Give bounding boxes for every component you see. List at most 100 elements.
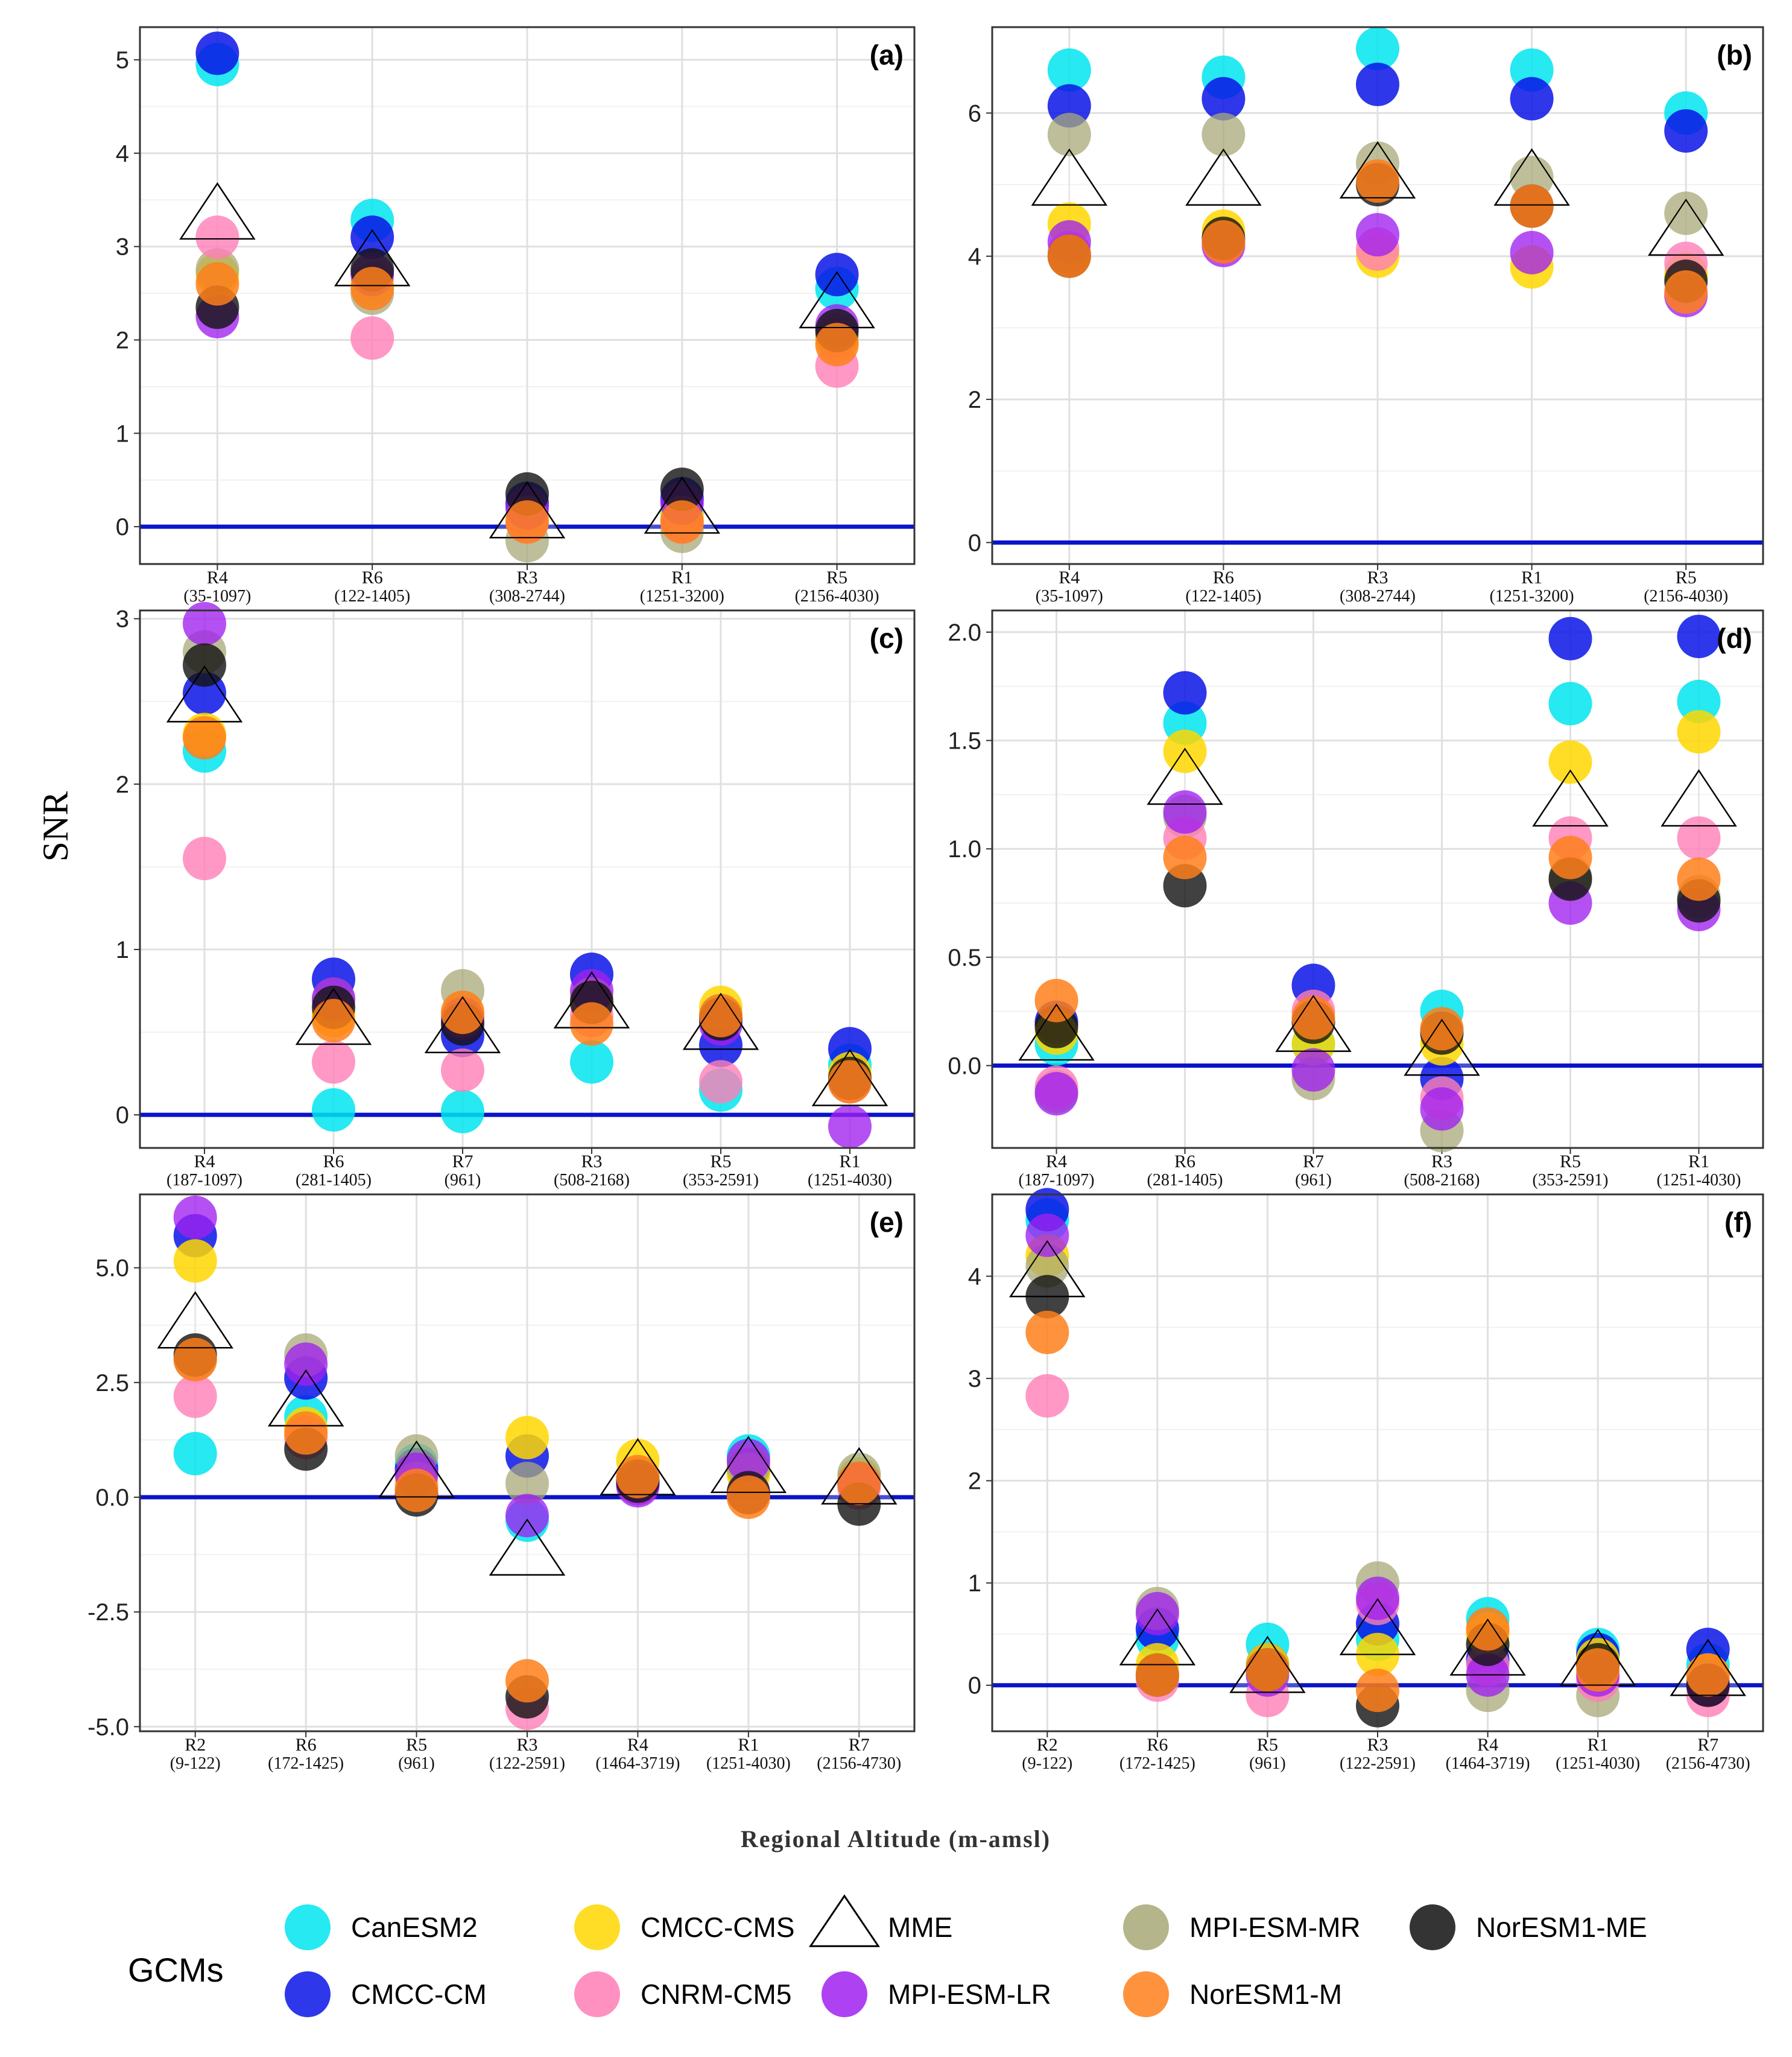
y-tick-label: 3 <box>116 606 129 633</box>
panel-b: 0 2 4 6 R4(35-1097) R6(122-1405) R3(308-2744) R… <box>968 26 1764 606</box>
mme-triangle-outline <box>1560 1629 1636 1686</box>
panels: 012345R4(35-1097)R6(122-1405)R3(308-2744… <box>87 26 1764 1773</box>
legend-item-mpi-esm-mr: MPI-ESM-MR <box>1123 1904 1361 1950</box>
legend-triangle-icon <box>809 1894 880 1947</box>
panel-border <box>991 26 1764 565</box>
point-mpi-esm-lr <box>1291 1048 1335 1092</box>
legend-label: NorESM1-ME <box>1476 1912 1647 1943</box>
point-canesm2 <box>1677 679 1721 723</box>
y-tick-label: -2.5 <box>87 1599 129 1626</box>
point-mpi-esm-mr <box>1047 113 1091 156</box>
y-axis-title: SNR <box>36 791 75 862</box>
y-tick-label: 3 <box>116 234 129 261</box>
legend-item-canesm2: CanESM2 <box>285 1904 478 1950</box>
x-tick-label-range: (2156-4030) <box>1644 587 1728 606</box>
point-mpi-esm-lr <box>505 1494 549 1538</box>
mme-triangle-outline <box>600 1438 676 1495</box>
mme-triangle-outline <box>554 971 630 1028</box>
y-tick-label: 1 <box>116 420 129 447</box>
point-cmcc-cm <box>1163 671 1207 715</box>
mme-triangle-outline <box>1404 1018 1480 1076</box>
y-tick-label: 4 <box>116 141 129 167</box>
point-cmcc-cms <box>505 1416 549 1460</box>
y-tick-label: 1.5 <box>948 728 981 755</box>
mme-triangle-outline <box>425 996 501 1053</box>
point-noresm1-m <box>699 994 742 1038</box>
x-tick-label-region: R3 <box>1367 568 1388 588</box>
point-noresm1-m <box>1291 996 1335 1040</box>
x-tick-label-range: (172-1425) <box>1119 1754 1195 1773</box>
point-mpi-esm-lr <box>828 1105 872 1149</box>
panel-label: (c) <box>870 623 904 654</box>
x-tick-label-range: (122-2591) <box>489 1754 565 1773</box>
y-tick-label: 0 <box>116 514 129 540</box>
point-mpi-esm-mr <box>1025 1244 1069 1288</box>
y-tick-label: 0 <box>116 1102 129 1129</box>
x-tick-label-region: R7 <box>1697 1735 1718 1755</box>
x-tick-label-region: R1 <box>1521 568 1542 588</box>
x-tick-label-range: (1464-3719) <box>595 1754 680 1773</box>
point-cnrm-cm5 <box>312 1040 355 1084</box>
legend-label: MPI-ESM-LR <box>888 1979 1051 2010</box>
point-canesm2 <box>1356 27 1399 71</box>
point-noresm1-m <box>173 1337 217 1381</box>
x-tick-label-region: R3 <box>581 1152 602 1171</box>
point-mpi-esm-lr <box>1420 1087 1464 1131</box>
x-tick-label-region: R7 <box>1303 1152 1324 1171</box>
point-noresm1-m <box>660 500 704 544</box>
x-tick-label-range: (122-1405) <box>334 587 410 606</box>
y-tick-label: 1 <box>968 1570 981 1597</box>
x-tick-label-region: R6 <box>323 1152 344 1171</box>
point-noresm1-m <box>441 990 484 1035</box>
point-mpi-esm-mr <box>1664 191 1708 235</box>
point-mpi-esm-lr <box>1356 213 1399 257</box>
mme-triangle-outline <box>1119 1608 1195 1666</box>
legend-item-noresm1-me: NorESM1-ME <box>1410 1904 1647 1950</box>
point-mpi-esm-mr <box>1202 113 1246 156</box>
legend-label: NorESM1-M <box>1189 1979 1342 2010</box>
point-noresm1-me <box>660 468 704 512</box>
panel-border <box>139 26 916 565</box>
x-tick-label-region: R6 <box>1213 568 1234 588</box>
point-noresm1-m <box>1034 978 1078 1022</box>
mme-triangle-outline <box>1147 747 1223 805</box>
y-tick-label: 6 <box>968 100 981 127</box>
x-tick-label-region: R5 <box>406 1735 427 1755</box>
point-noresm1-m <box>183 716 226 760</box>
x-tick-label-region: R7 <box>452 1152 473 1171</box>
point-cnrm-cm5 <box>1025 1374 1069 1418</box>
x-tick-label-region: R4 <box>1477 1735 1498 1755</box>
legend-circle-icon <box>574 1904 620 1950</box>
y-tick-label: 2 <box>116 328 129 354</box>
legend: GCMs CanESM2 CMCC-CM CMCC-CMS CNRM-CM5 MME MP… <box>128 1894 1647 2017</box>
mme-triangle-outline <box>334 229 410 287</box>
point-noresm1-m <box>1246 1648 1290 1692</box>
x-tick-label-region: R6 <box>1174 1152 1195 1171</box>
point-cmcc-cm <box>1510 77 1554 121</box>
x-tick-label-range: (961) <box>445 1171 481 1190</box>
panel-c: 0 1 2 3 R4(187-1097) R6(281-1405) R7(961) R3(50… <box>116 601 916 1190</box>
mme-triangle-outline <box>1340 1598 1416 1655</box>
point-cmcc-cm <box>1356 62 1399 106</box>
x-tick-label-range: (9-122) <box>170 1754 221 1773</box>
x-tick-label-range: (961) <box>1249 1754 1286 1773</box>
point-cnrm-cm5 <box>699 1060 742 1104</box>
point-noresm1-m <box>1420 1007 1464 1051</box>
point-mpi-esm-lr <box>284 1342 328 1386</box>
x-tick-label-range: (1251-4030) <box>1657 1171 1741 1190</box>
x-tick-label-region: R6 <box>1147 1735 1168 1755</box>
panel-e: -5.0 -2.5 0.0 2.5 5.0 R2(9-122) R6(172-1425) R5… <box>87 1193 916 1773</box>
x-tick-label-range: (187-1097) <box>1019 1171 1095 1190</box>
point-noresm1-m <box>1163 835 1207 880</box>
y-tick-label: 0.5 <box>948 945 981 971</box>
point-cnrm-cm5 <box>441 1048 484 1092</box>
y-tick-label: 1 <box>116 937 129 963</box>
point-canesm2 <box>312 1088 355 1132</box>
legend-circle-icon <box>285 1904 331 1950</box>
panel-d: 0.0 0.5 1.0 1.5 2.0 R4(187-1097) R6(281-1405) R… <box>948 609 1764 1190</box>
point-cmcc-cm <box>1677 615 1721 659</box>
legend-label: CNRM-CM5 <box>641 1979 791 2010</box>
y-tick-label: 2 <box>116 772 129 798</box>
point-cnrm-cm5 <box>183 837 226 881</box>
x-tick-label-region: R1 <box>1588 1735 1609 1755</box>
